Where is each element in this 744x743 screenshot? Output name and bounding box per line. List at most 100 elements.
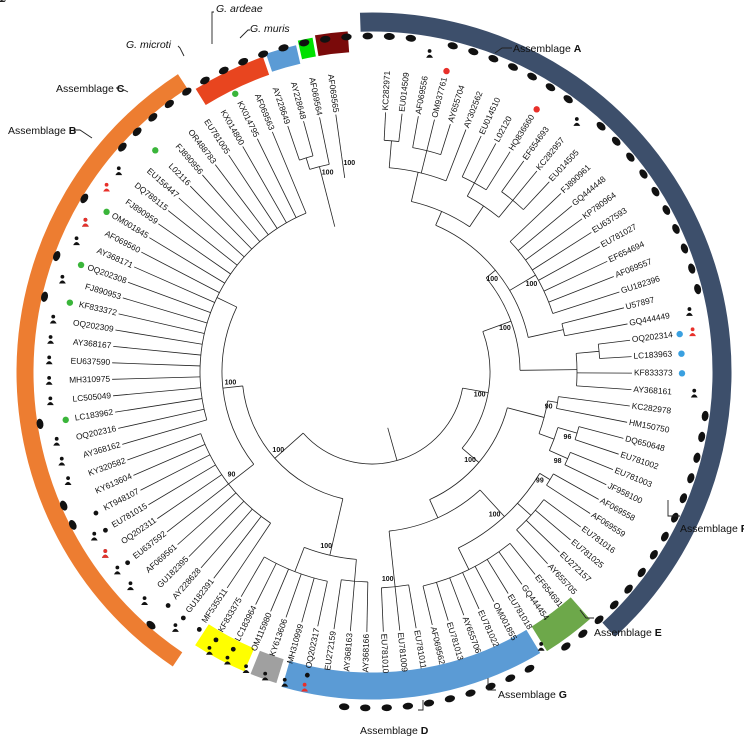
bootstrap-value: 100 [225,380,237,387]
branch [549,450,568,459]
bootstrap-value: 100 [343,160,355,167]
branch [222,385,243,389]
assemblage-labels: Assemblage A Assemblage F Assemblage E Asse… [8,3,744,737]
branch [412,116,419,148]
human-icon [207,646,212,650]
branch [274,432,304,459]
leaf-label: KF833373 [634,367,673,377]
branch [333,579,342,630]
branch [118,408,205,429]
leaf-label: MH310999 [285,622,306,664]
human-icon [141,601,148,605]
branch [422,585,433,626]
branch [461,447,480,463]
human-icon [101,554,109,558]
host-animal-icon [80,193,89,204]
branch [133,443,206,476]
branch [216,297,237,308]
branch [118,313,205,334]
host-animal-icon [626,152,635,162]
human-icon [172,628,179,632]
leaf-label: FJ890953 [84,281,123,301]
host-animal-icon [594,615,604,625]
human-icon [687,307,692,311]
sample-dot [196,627,202,632]
leaf-label: HM150750 [628,417,670,435]
host-animal-icon [360,704,371,712]
branch [157,474,222,519]
sample-dot [180,615,186,621]
label-assemblage-B: Assemblage B [8,125,77,137]
branch [228,154,278,229]
branch [479,489,505,517]
ring-microti [264,44,302,73]
branch [516,529,548,564]
branch [498,551,523,585]
branch [112,362,201,367]
human-icon [142,596,147,601]
host-animal-icon [596,121,606,131]
label-leader [418,700,424,711]
host-animal-icon [508,63,518,71]
label-assemblage-E: Assemblage E [594,627,662,639]
leaf-label: EU781009 [396,632,410,673]
branch [141,251,220,294]
human-icon [116,166,121,171]
host-animal-icon [299,39,310,47]
human-icon [90,537,98,541]
host-animal-icon [563,95,573,104]
branch [485,151,511,191]
branch [158,223,231,275]
branch [341,156,346,178]
branch [525,520,560,553]
branch [576,385,632,391]
host-animal-icon [132,127,142,137]
branch [127,433,201,461]
human-icon [54,436,59,441]
human-icon [58,462,66,466]
sample-dot [165,603,171,608]
branch [532,232,592,271]
human-icon [427,49,432,53]
sample-dot [304,672,310,678]
human-icon [64,481,72,485]
branch [213,516,262,579]
sample-dot [678,370,686,377]
human-icon [51,314,56,319]
sample-dot [678,350,685,357]
leaf-label: GU182396 [620,273,662,295]
branch [301,577,315,623]
leaf-label: KF833372 [78,299,118,317]
branch [388,531,396,587]
sample-dot [125,560,131,566]
branch [517,205,573,251]
branch [474,143,497,184]
host-animal-icon [637,567,646,578]
leaf-label: OQ202314 [631,329,673,344]
label-microti: G. microti [126,39,172,51]
branch [381,587,384,632]
leaf-label: EU637590 [70,356,110,367]
branch [457,547,470,570]
branch [148,464,216,506]
branch [200,508,253,569]
label-assemblage-F: Assemblage F [680,523,744,535]
leaf-label: KC282971 [380,70,392,110]
host-animal-icon [639,169,648,179]
leaf-label: AY368167 [73,337,113,351]
branch [576,350,600,354]
host-animal-icon [320,35,331,43]
branch [445,129,467,181]
label-leader [74,129,93,139]
branch [469,205,484,227]
branch [466,182,475,197]
sample-dot [103,208,110,216]
ring-F [530,595,592,653]
branch [546,473,554,486]
host-animal-icon [164,99,174,109]
branch [509,543,536,575]
label-leader [239,29,250,39]
bootstrap-value: 100 [486,276,498,283]
branch [383,112,387,141]
branch [440,123,451,155]
